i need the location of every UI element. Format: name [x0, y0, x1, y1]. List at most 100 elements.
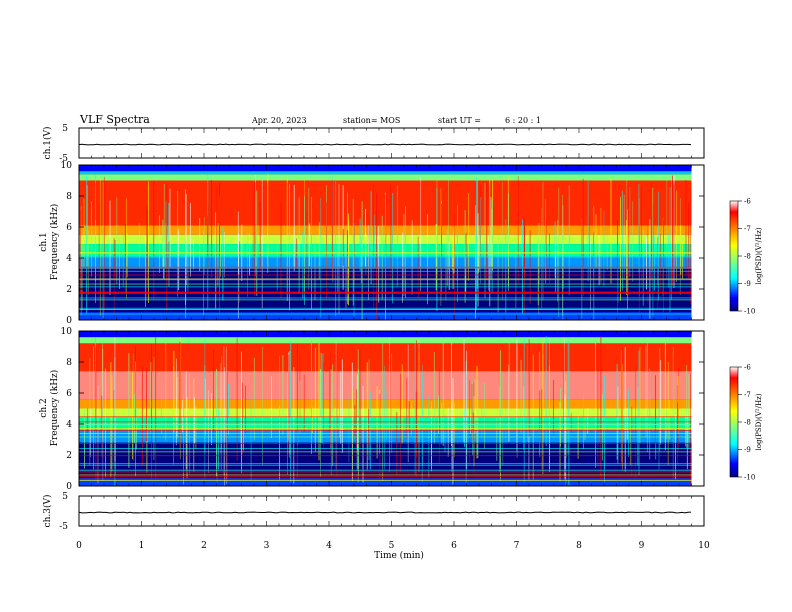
spectrogram-line	[79, 436, 692, 438]
spectrogram-streak	[466, 350, 468, 471]
colorbar-tick-label: -10	[744, 474, 755, 482]
spectrogram-streak	[165, 201, 167, 268]
ch1-spectrogram-panel: 0 2 4 6 8 10 ch.1 Frequency (kHz) -6 -7 -8 -9 -10…	[39, 161, 763, 326]
spectrogram-streak	[216, 388, 218, 482]
spectrogram-streak	[391, 187, 393, 301]
spectrogram-streak	[382, 342, 384, 482]
spectrogram-line	[79, 430, 692, 431]
spectrogram-streak	[267, 174, 269, 273]
spectrogram-streak	[332, 364, 334, 467]
spectrogram-streak	[453, 227, 455, 274]
spectrogram-streak	[318, 222, 320, 280]
spectrogram-streak	[211, 392, 212, 446]
colorbar-tick-label: -8	[744, 253, 751, 261]
spectrogram-streak	[651, 187, 653, 271]
x-tick-label: 6	[451, 541, 457, 551]
spectrogram-line	[79, 428, 692, 429]
spectrogram-streak	[369, 392, 371, 470]
ch3-ytick-top: 5	[62, 492, 68, 502]
spectrogram-line	[79, 423, 692, 425]
spectrogram-streak	[150, 362, 152, 434]
spectrogram-streak	[581, 216, 583, 274]
spectrogram-streak	[223, 346, 225, 475]
spectrogram-streak	[400, 373, 401, 473]
spectrogram-streak	[182, 400, 184, 433]
spectrogram-line	[79, 293, 692, 294]
spectrogram-streak	[320, 198, 322, 318]
spectrogram-streak	[290, 341, 292, 482]
spectrogram-streak	[116, 197, 118, 284]
spectrogram-streak	[623, 194, 625, 279]
freq-tick-label: 10	[61, 161, 73, 171]
spectrogram-streak	[478, 237, 480, 271]
spectrogram-streak	[517, 176, 519, 285]
spectrogram-streak	[341, 359, 343, 453]
spectrogram-streak	[555, 234, 556, 293]
spectrogram-streak	[249, 233, 250, 276]
ch3-waveform-line	[78, 511, 692, 514]
spectrogram-streak	[488, 236, 490, 291]
spectrogram-streak	[361, 201, 363, 320]
spectrogram-streak	[610, 178, 612, 284]
spectrogram-streak	[148, 181, 149, 303]
spectrogram-streak	[226, 371, 228, 483]
spectrogram-streak	[306, 210, 308, 293]
spectrogram-streak	[669, 400, 671, 440]
spectrogram-streak	[645, 345, 647, 437]
ch2-spectrogram-ylabel-line1: ch.2	[39, 398, 49, 417]
spectrogram-band	[79, 408, 692, 418]
spectrogram-streak	[539, 390, 541, 449]
spectrogram-streak	[217, 223, 219, 286]
freq-tick-label: 2	[66, 285, 72, 295]
spectrogram-streak	[288, 354, 290, 454]
spectrogram-streak	[545, 220, 547, 280]
spectrogram-streak	[500, 350, 501, 481]
spectrogram-streak	[418, 344, 420, 472]
spectrogram-streak	[224, 367, 225, 486]
spectrogram-streak	[84, 409, 85, 469]
spectrogram-streak	[523, 386, 525, 450]
spectrogram-streak	[128, 353, 130, 468]
x-tick-label: 5	[389, 541, 395, 551]
spectrogram-streak	[411, 220, 413, 295]
spectrogram-line	[79, 252, 692, 254]
spectrogram-streak	[475, 205, 476, 319]
spectrogram-line	[79, 469, 692, 471]
spectrogram-streak	[237, 211, 239, 319]
spectrogram-streak	[545, 199, 546, 284]
spectrogram-streak	[568, 341, 570, 486]
ch1-ytick-bottom: -5	[59, 154, 68, 164]
spectrogram-streak	[379, 393, 381, 483]
spectrogram-streak	[103, 176, 105, 312]
spectrogram-streak	[113, 237, 115, 316]
spectrogram-streak	[254, 181, 256, 297]
spectrogram-streak	[135, 361, 136, 477]
spectrogram-streak	[100, 178, 101, 316]
spectrogram-streak	[407, 344, 409, 463]
spectrogram-streak	[520, 360, 522, 433]
spectrogram-streak	[673, 184, 675, 268]
ch1-ytick-top: 5	[62, 124, 68, 134]
spectrogram-streak	[659, 234, 661, 291]
freq-tick-label: 10	[61, 327, 73, 337]
spectrogram-streak	[528, 409, 530, 480]
spectrogram-streak	[658, 191, 659, 301]
spectrogram-streak	[365, 208, 366, 267]
spectrogram-streak	[190, 203, 191, 277]
spectrogram-streak	[448, 175, 449, 270]
spectrogram-streak	[357, 374, 358, 451]
spectrogram-streak	[373, 184, 375, 310]
colorbar-tick-label: -7	[744, 391, 751, 399]
spectrogram-streak	[567, 341, 569, 455]
spectrogram-streak	[542, 181, 544, 301]
spectrogram-streak	[151, 344, 152, 482]
spectrogram-streak	[473, 396, 475, 467]
spectrogram-streak	[297, 413, 299, 446]
spectrogram-streak	[582, 178, 584, 297]
spectrogram-streak	[436, 175, 438, 277]
spectrogram-streak	[155, 337, 157, 482]
spectrogram-streak	[134, 394, 135, 443]
spectrogram-streak	[304, 179, 305, 293]
spectrogram-streak	[555, 233, 557, 279]
spectrogram-line	[79, 278, 692, 280]
